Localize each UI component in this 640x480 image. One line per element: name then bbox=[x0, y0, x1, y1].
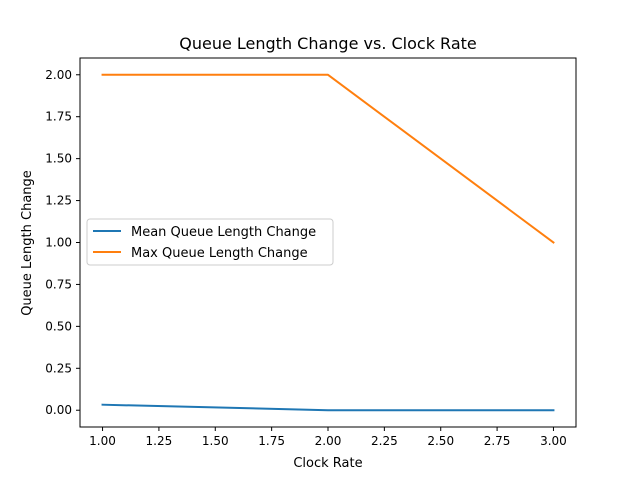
series-line-1 bbox=[101, 403, 555, 412]
x-tick-label: 1.00 bbox=[89, 434, 116, 448]
y-tick-label: 0.50 bbox=[45, 319, 72, 333]
legend: Mean Queue Length Change Max Queue Length… bbox=[86, 218, 334, 266]
x-axis-label: Clock Rate bbox=[293, 456, 362, 471]
x-tick-label: 2.50 bbox=[427, 434, 454, 448]
x-tick-label: 1.25 bbox=[146, 434, 173, 448]
legend-label-2: Max Queue Length Change bbox=[131, 246, 308, 261]
y-tick-label: 1.00 bbox=[45, 236, 72, 250]
x-tick-label: 2.00 bbox=[315, 434, 342, 448]
x-tick-label: 3.00 bbox=[540, 434, 567, 448]
y-tick-label: 1.25 bbox=[45, 194, 72, 208]
legend-label-1: Mean Queue Length Change bbox=[131, 225, 316, 240]
y-tick-label: 2.00 bbox=[45, 68, 72, 82]
x-tick-label: 1.75 bbox=[258, 434, 285, 448]
chart-title: Queue Length Change vs. Clock Rate bbox=[179, 34, 476, 53]
legend-box bbox=[86, 218, 334, 266]
series-line-2 bbox=[101, 73, 555, 244]
plot-area: 1.00 1.25 1.50 1.75 2.00 2.25 2.50 2.75 3.00 0.00… bbox=[45, 57, 577, 448]
y-tick-label: 1.75 bbox=[45, 110, 72, 124]
x-tick-label: 2.75 bbox=[484, 434, 511, 448]
y-tick-label: 0.00 bbox=[45, 403, 72, 417]
y-axis-label: Queue Length Change bbox=[20, 170, 35, 316]
y-tick-label: 0.25 bbox=[45, 361, 72, 375]
y-tick-label: 0.75 bbox=[45, 277, 72, 291]
y-tick-label: 1.50 bbox=[45, 152, 72, 166]
x-tick-label: 2.25 bbox=[371, 434, 398, 448]
x-tick-label: 1.50 bbox=[202, 434, 229, 448]
